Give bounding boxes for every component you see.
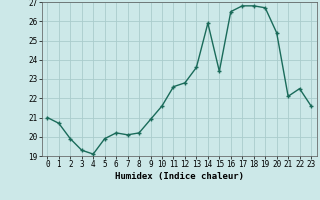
X-axis label: Humidex (Indice chaleur): Humidex (Indice chaleur) xyxy=(115,172,244,181)
